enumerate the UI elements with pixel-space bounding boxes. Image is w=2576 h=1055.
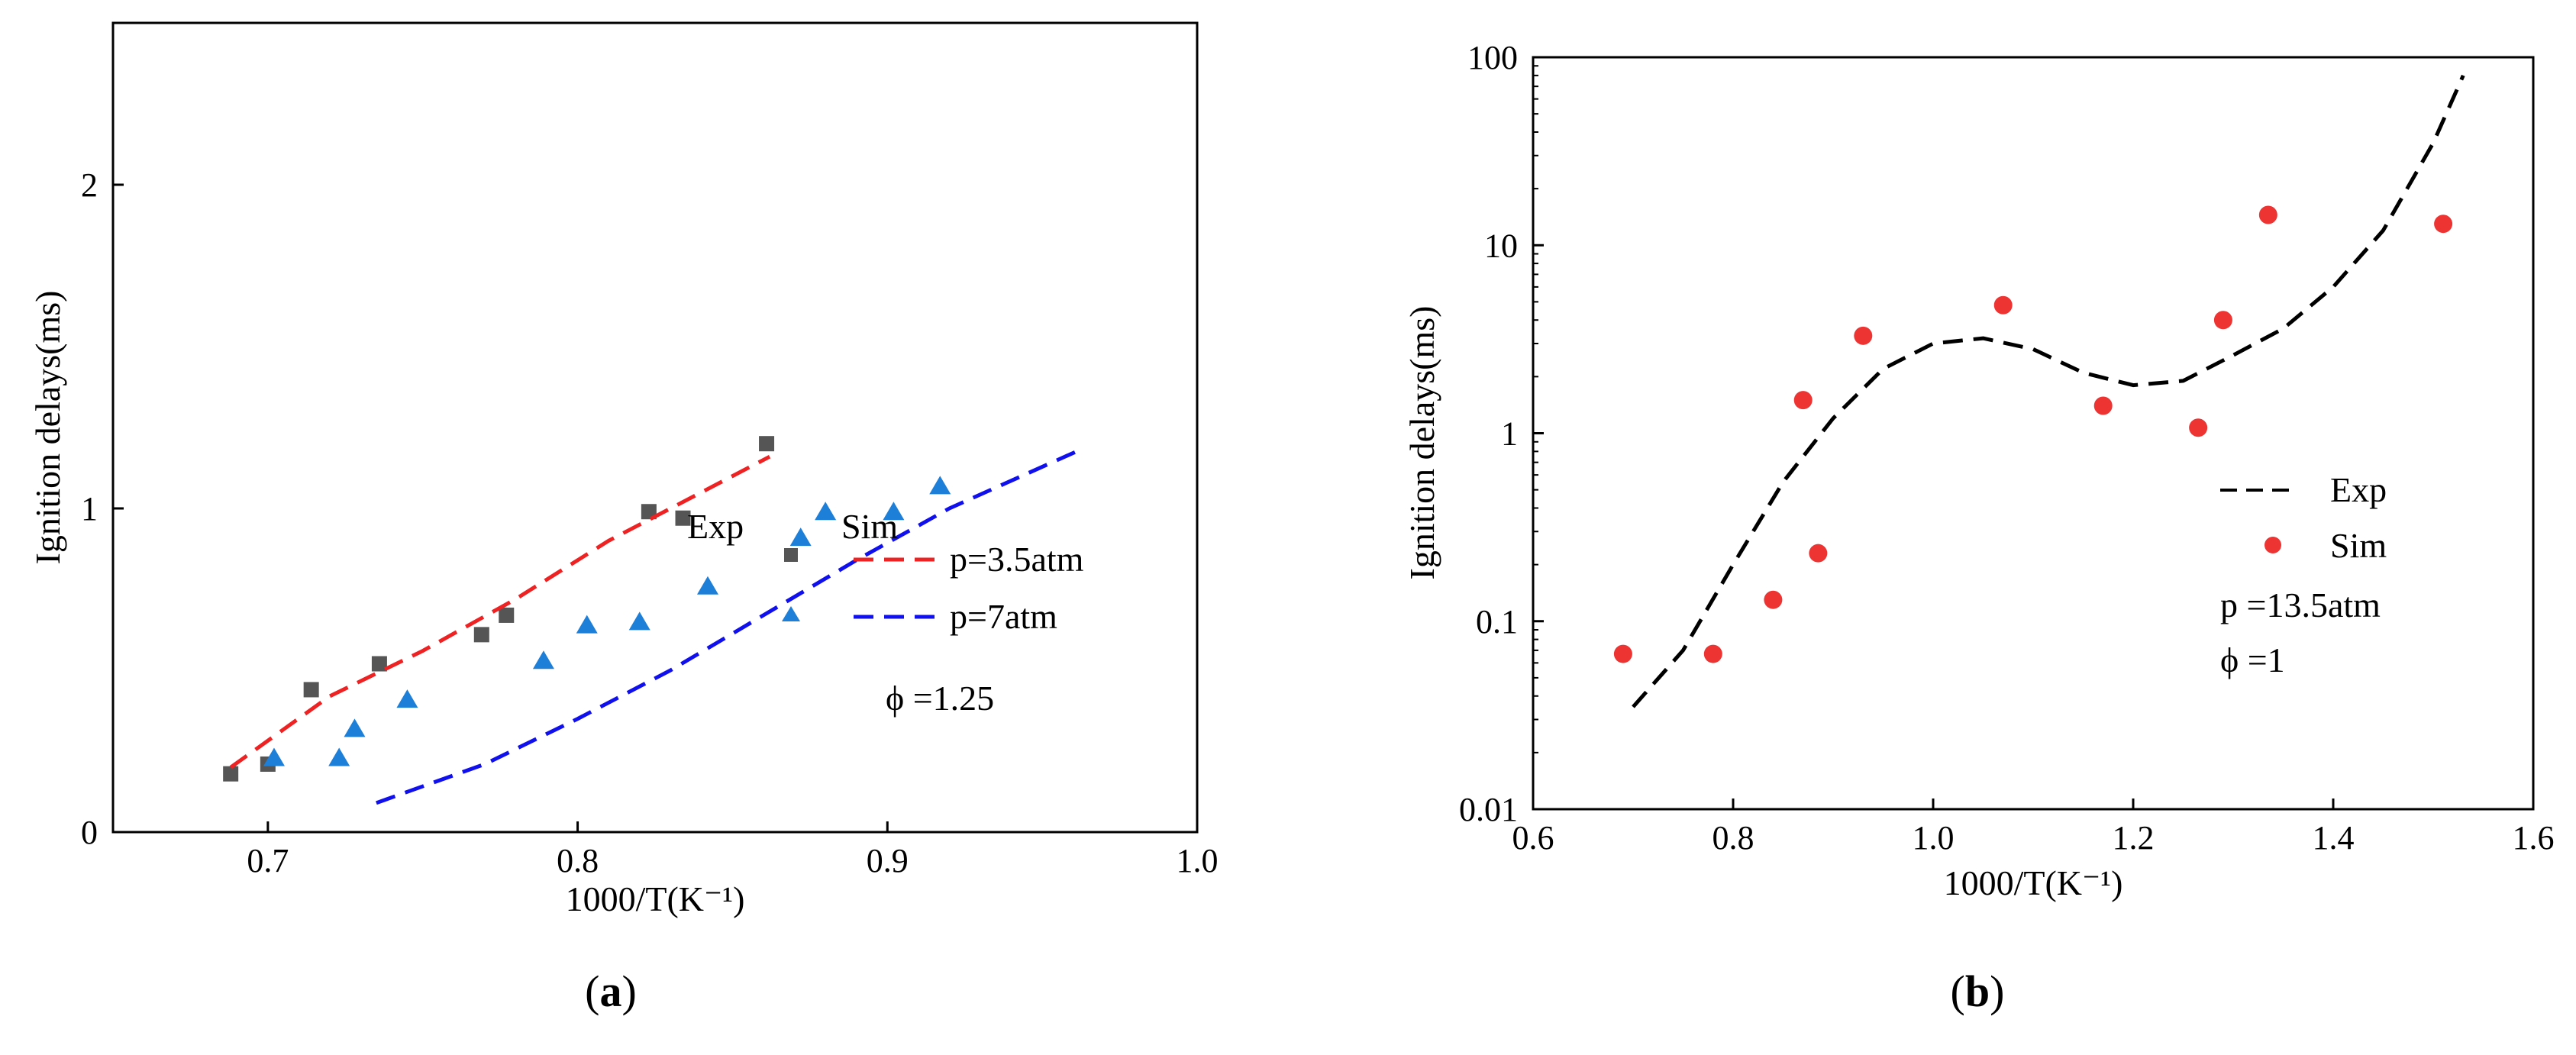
data-point-circle [1613, 644, 1632, 663]
data-point-square [473, 627, 489, 643]
legend-marker-triangle [782, 606, 800, 621]
data-point-square [759, 436, 775, 452]
data-point-square [371, 656, 387, 672]
plot-frame-a [111, 21, 1199, 834]
data-point-triangle [576, 615, 598, 634]
legend-b: Exp Sim p =13.5atm ϕ =1 [2220, 470, 2387, 679]
data-point-circle [1793, 391, 1813, 410]
data-point-square [499, 607, 515, 623]
x-tick-label: 1.0 [1177, 842, 1219, 879]
x-tick-label: 1.6 [2513, 819, 2555, 857]
x-tick-label: 0.6 [1512, 819, 1554, 857]
data-point-triangle [628, 611, 650, 631]
data-point-circle [2213, 311, 2232, 330]
plot-frame-b [1532, 56, 2535, 811]
y-tick-label: 10 [1484, 227, 1518, 264]
x-tick-label: 1.0 [1913, 819, 1955, 857]
y-axis-b: 0.01 0.1 1 10 100 [1459, 39, 1544, 828]
series-b [1613, 74, 2465, 708]
y-axis-label-a: Ignition delays(ms) [28, 291, 67, 565]
y-axis-label-b: Ignition delays(ms) [1403, 306, 1441, 580]
data-point-circle [1703, 644, 1722, 663]
legend-entry-p7: p=7atm [950, 597, 1057, 636]
legend-entry-sim: Sim [2330, 526, 2387, 565]
x-axis-a: 0.7 0.8 0.9 1.0 [247, 821, 1219, 879]
legend-note-phi-b: ϕ =1 [2220, 640, 2285, 679]
y-tick-label: 100 [1467, 39, 1518, 76]
x-axis-label-a: 1000/T(K⁻¹) [566, 879, 745, 918]
data-point-triangle [696, 576, 718, 595]
data-point-triangle [396, 689, 418, 708]
data-point-triangle [815, 502, 837, 521]
data-point-triangle [328, 747, 350, 766]
caption-b: (b) [1951, 966, 2005, 1016]
panel-a: 0.7 0.8 0.9 1.0 0 1 2 1000/T(K⁻¹) Ignition de… [28, 21, 1219, 1016]
data-point-circle [1809, 544, 1828, 563]
series-line [376, 448, 1080, 805]
data-point-circle [1854, 326, 1873, 345]
x-tick-label: 0.8 [557, 842, 599, 879]
x-tick-label: 0.7 [247, 842, 289, 879]
x-axis-label-b: 1000/T(K⁻¹) [1944, 863, 2123, 902]
y-tick-label: 2 [81, 166, 98, 204]
data-point-square [675, 510, 691, 526]
data-point-triangle [532, 650, 554, 669]
legend-marker-circle [2264, 537, 2281, 553]
data-point-circle [2258, 205, 2277, 224]
data-point-triangle [263, 747, 285, 766]
data-point-triangle [883, 502, 905, 521]
data-point-circle [1993, 295, 2013, 315]
data-point-circle [1764, 590, 1783, 609]
x-tick-label: 0.8 [1712, 819, 1754, 857]
data-point-square [641, 504, 657, 520]
y-axis-a: 0 1 2 [81, 166, 124, 851]
data-point-square [223, 766, 239, 782]
series-line [1632, 74, 2465, 708]
legend-header-sim: Sim [841, 507, 898, 546]
legend-note-phi-a: ϕ =1.25 [886, 679, 994, 718]
legend-header-exp: Exp [687, 507, 744, 546]
legend-marker-square [784, 548, 798, 562]
x-tick-label: 0.9 [867, 842, 909, 879]
x-tick-label: 1.2 [2113, 819, 2155, 857]
data-point-circle [2434, 215, 2453, 234]
y-tick-label: 1 [81, 490, 98, 528]
data-point-triangle [929, 476, 951, 495]
x-axis-b: 0.6 0.8 1.0 1.2 1.4 1.6 [1512, 799, 2555, 857]
data-point-triangle [344, 718, 366, 737]
series-a [223, 436, 1080, 805]
legend-note-p-b: p =13.5atm [2220, 586, 2381, 624]
legend-entry-p35: p=3.5atm [950, 540, 1084, 579]
y-tick-label: 0.1 [1476, 603, 1518, 640]
legend-entry-exp: Exp [2330, 470, 2387, 509]
caption-a: (a) [585, 966, 637, 1016]
data-point-circle [2093, 396, 2113, 415]
legend-a: Exp Sim p=3.5atm p=7atm ϕ =1.25 [687, 507, 1084, 718]
panel-b: 0.6 0.8 1.0 1.2 1.4 1.6 0.01 0.1 1 10 100 1000/T(… [1403, 39, 2555, 1016]
x-tick-label: 1.4 [2313, 819, 2355, 857]
y-tick-label: 0.01 [1459, 791, 1518, 828]
data-point-triangle [789, 528, 812, 547]
data-point-circle [2189, 418, 2208, 437]
y-tick-label: 1 [1501, 415, 1518, 453]
data-point-square [303, 682, 319, 698]
y-tick-label: 0 [81, 814, 98, 851]
